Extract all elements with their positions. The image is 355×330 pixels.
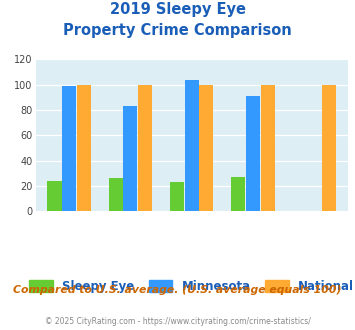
Bar xyxy=(62,86,76,211)
Bar xyxy=(185,80,199,211)
Bar xyxy=(124,106,137,211)
Bar xyxy=(231,177,245,211)
Bar xyxy=(109,178,123,211)
Text: Property Crime Comparison: Property Crime Comparison xyxy=(63,23,292,38)
Bar xyxy=(261,85,275,211)
Legend: Sleepy Eye, Minnesota, National: Sleepy Eye, Minnesota, National xyxy=(24,275,355,297)
Bar xyxy=(48,181,61,211)
Bar xyxy=(322,85,336,211)
Bar xyxy=(200,85,213,211)
Bar xyxy=(77,85,91,211)
Bar xyxy=(170,182,184,211)
Text: Compared to U.S. average. (U.S. average equals 100): Compared to U.S. average. (U.S. average … xyxy=(13,285,342,295)
Text: 2019 Sleepy Eye: 2019 Sleepy Eye xyxy=(109,2,246,16)
Text: © 2025 CityRating.com - https://www.cityrating.com/crime-statistics/: © 2025 CityRating.com - https://www.city… xyxy=(45,317,310,326)
Bar xyxy=(246,96,260,211)
Bar xyxy=(138,85,152,211)
